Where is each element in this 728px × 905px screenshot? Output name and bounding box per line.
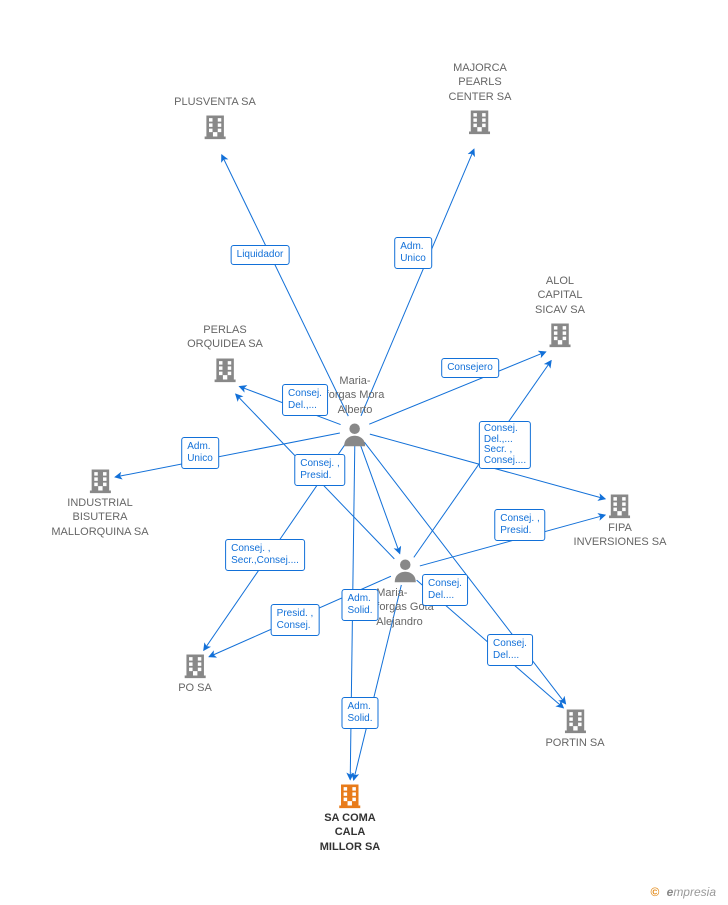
node-indust: INDUSTRIAL BISUTERA MALLORQUINA SA: [51, 466, 148, 539]
edge-label-alejandro-perlas: Consej. Del....: [422, 574, 468, 606]
node-alol: ALOL CAPITAL SICAV SA: [535, 274, 585, 350]
edge-label-alberto-po: Consej. , Secr.,Consej....: [225, 539, 305, 571]
edge-label-alberto-plusventa: Liquidador: [231, 245, 290, 265]
node-perlas: PERLAS ORQUIDEA SA: [187, 323, 263, 385]
edges-layer: [0, 0, 728, 905]
edge-label-alberto-indust: Adm. Unico: [181, 437, 219, 469]
node-plusventa: PLUSVENTA SA: [174, 95, 256, 142]
node-majorca: MAJORCA PEARLS CENTER SA: [449, 61, 512, 137]
edge-label-alberto-alol: Consejero: [441, 358, 499, 378]
person-icon: [391, 556, 419, 584]
brand-text: empresia: [667, 885, 716, 899]
building-icon: [201, 112, 229, 140]
edge-label-alejandro-sacoma: Adm. Solid.: [341, 697, 378, 729]
node-portin: PORTIN SA: [545, 706, 604, 750]
node-label: ALOL CAPITAL SICAV SA: [535, 274, 585, 317]
building-icon: [86, 466, 114, 494]
building-icon: [211, 355, 239, 383]
node-fipa: FIPA INVERSIONES SA: [574, 491, 667, 550]
edge-label-alejandro-portin: Consej. Del....: [487, 634, 533, 666]
building-icon: [606, 491, 634, 519]
building-icon: [336, 781, 364, 809]
node-po: PO SA: [178, 651, 212, 695]
node-label: FIPA INVERSIONES SA: [574, 521, 667, 550]
person-icon: [341, 420, 369, 448]
edge-label-alejandro-po: Presid. , Consej.: [271, 604, 320, 636]
copyright-symbol: ©: [650, 885, 659, 899]
node-label: PLUSVENTA SA: [174, 95, 256, 109]
edge-label-alejandro-fipa: Consej. , Presid.: [494, 509, 545, 541]
edge-label-alberto-alejandro: Consej. , Presid.: [294, 454, 345, 486]
node-sacoma: SA COMA CALA MILLOR SA: [320, 781, 381, 854]
building-icon: [466, 107, 494, 135]
edge-label-alberto-sacoma: Adm. Solid.: [341, 589, 378, 621]
edge-label-alberto-fipa: Consej. Del.,... Secr. , Consej....: [479, 421, 531, 469]
node-label: PO SA: [178, 681, 212, 695]
attribution: © empresia: [650, 885, 716, 899]
building-icon: [181, 651, 209, 679]
building-icon: [561, 706, 589, 734]
node-label: PERLAS ORQUIDEA SA: [187, 323, 263, 352]
edge-alberto-alejandro: [360, 444, 400, 553]
edge-label-alberto-majorca: Adm. Unico: [394, 237, 432, 269]
edge-label-alberto-perlas: Consej. Del.,...: [282, 384, 328, 416]
node-label: PORTIN SA: [545, 736, 604, 750]
node-label: INDUSTRIAL BISUTERA MALLORQUINA SA: [51, 496, 148, 539]
node-label: SA COMA CALA MILLOR SA: [320, 811, 381, 854]
node-label: Maria- forgas Mora Alberto: [326, 374, 385, 417]
building-icon: [546, 320, 574, 348]
node-alberto: Maria- forgas Mora Alberto: [326, 374, 385, 450]
node-label: MAJORCA PEARLS CENTER SA: [449, 61, 512, 104]
